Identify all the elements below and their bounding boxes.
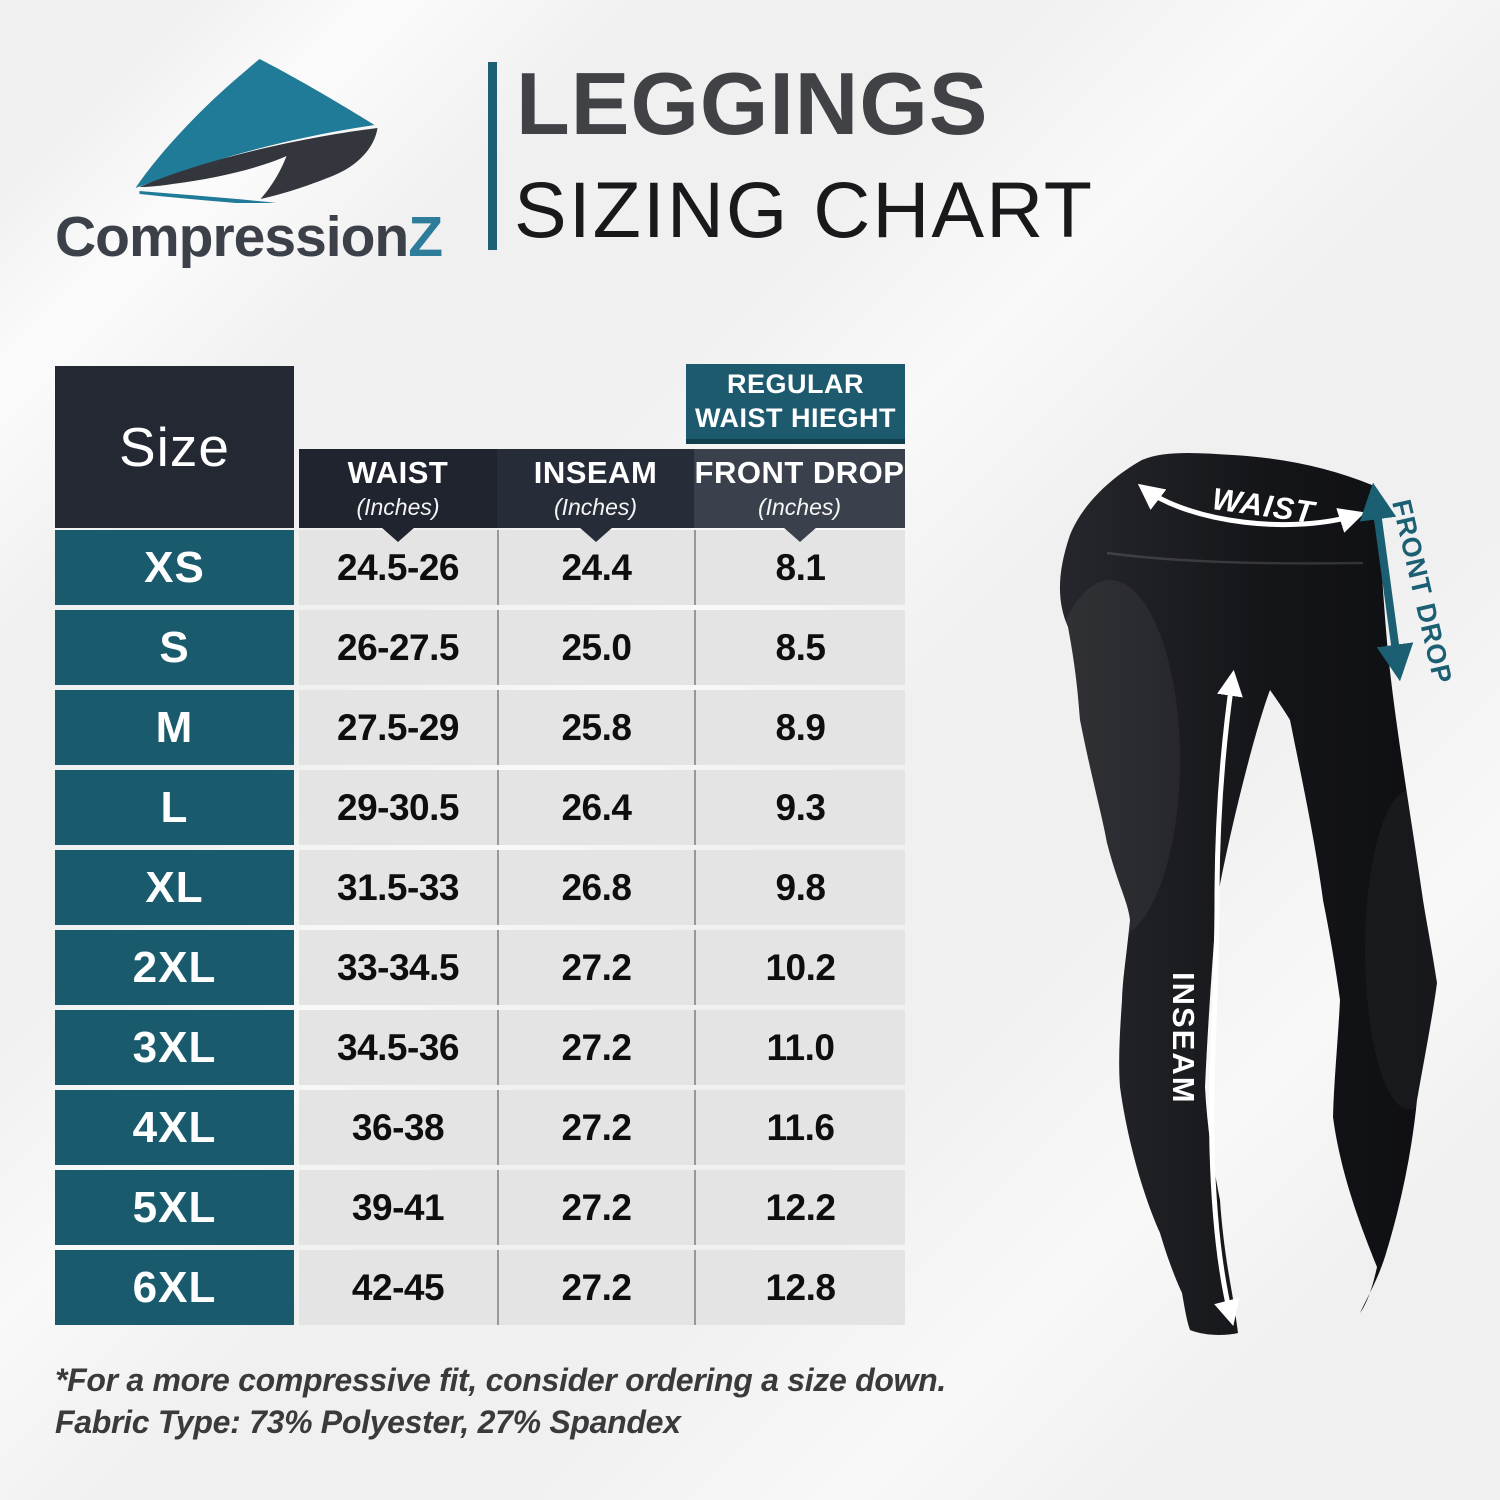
waist-value: 34.5-36: [337, 1026, 460, 1068]
front-drop-header-label: FRONT DROP: [694, 455, 905, 491]
leggings-silhouette: [1059, 452, 1437, 1335]
waist-value: 33-34.5: [337, 946, 460, 988]
brand-name: CompressionZ: [55, 204, 443, 270]
size-cell: 3XL: [55, 1010, 294, 1085]
table-row: 24.5-26 24.4 8.1: [299, 530, 905, 605]
column-header-inseam: INSEAM (Inches): [497, 449, 694, 542]
inseam-header-label: INSEAM: [533, 455, 658, 491]
waist-header-unit: (Inches): [356, 493, 440, 520]
size-cell: L: [55, 770, 294, 845]
inseam-value: 27.2: [497, 1010, 694, 1085]
table-row: 27.5-29 25.8 8.9: [299, 690, 905, 765]
inseam-value: 26.4: [497, 770, 694, 845]
size-cell: XS: [55, 530, 294, 605]
page-title-line2: SIZING CHART: [514, 165, 1094, 254]
size-cell: M: [55, 690, 294, 765]
table-row: 33-34.5 27.2 10.2: [299, 930, 905, 1005]
regular-waist-height-header: REGULAR WAIST HIEGHT: [686, 364, 905, 444]
size-column-header: Size: [55, 366, 294, 528]
brand-name-accent: Z: [408, 205, 443, 269]
inseam-value: 27.2: [497, 930, 694, 1005]
front-drop-value: 11.0: [694, 1010, 905, 1085]
front-drop-value: 8.5: [694, 610, 905, 685]
front-drop-value: 12.8: [694, 1250, 905, 1325]
front-drop-value: 9.3: [694, 770, 905, 845]
size-cell: 5XL: [55, 1170, 294, 1245]
footnote-fabric-type: Fabric Type: 73% Polyester, 27% Spandex: [55, 1404, 681, 1440]
size-cell: 4XL: [55, 1090, 294, 1165]
brand-name-main: Compression: [55, 205, 409, 269]
footnote-compressive-fit: *For a more compressive fit, consider or…: [55, 1362, 946, 1398]
waist-value: 31.5-33: [337, 866, 460, 908]
table-row: 36-38 27.2 11.6: [299, 1090, 905, 1165]
waist-arrow: [1137, 483, 1365, 533]
size-cell: 6XL: [55, 1250, 294, 1325]
inseam-arrow: [1209, 669, 1243, 1327]
inseam-label: INSEAM: [1166, 972, 1201, 1105]
brand-logo-icon: [135, 59, 378, 203]
inseam-value: 25.8: [497, 690, 694, 765]
waist-value: 39-41: [351, 1186, 445, 1228]
table-row: 34.5-36 27.2 11.0: [299, 1010, 905, 1085]
waist-value: 27.5-29: [337, 706, 460, 748]
table-row: 29-30.5 26.4 9.3: [299, 770, 905, 845]
table-row: 42-45 27.2 12.8: [299, 1250, 905, 1325]
front-drop-value: 8.1: [694, 530, 905, 605]
waist-value: 29-30.5: [337, 786, 460, 828]
inseam-value: 27.2: [497, 1250, 694, 1325]
inseam-value: 24.4: [497, 530, 694, 605]
waistband-seam: [1106, 551, 1364, 565]
front-drop-header-unit: (Inches): [757, 493, 842, 520]
inseam-value: 25.0: [497, 610, 694, 685]
waist-value: 26-27.5: [337, 626, 460, 668]
size-cell: S: [55, 610, 294, 685]
table-row: 39-41 27.2 12.2: [299, 1170, 905, 1245]
waist-value: 36-38: [351, 1106, 445, 1148]
table-row: 31.5-33 26.8 9.8: [299, 850, 905, 925]
inseam-header-unit: (Inches): [553, 493, 638, 520]
thigh-highlight: [1365, 790, 1455, 1110]
table-row: 26-27.5 25.0 8.5: [299, 610, 905, 685]
waist-value: 24.5-26: [337, 546, 460, 588]
group-header-line2: WAIST HIEGHT: [695, 402, 896, 433]
inseam-value: 27.2: [497, 1090, 694, 1165]
inseam-value: 27.2: [497, 1170, 694, 1245]
front-drop-value: 8.9: [694, 690, 905, 765]
front-drop-value: 9.8: [694, 850, 905, 925]
front-drop-value: 12.2: [694, 1170, 905, 1245]
group-header-line1: REGULAR: [727, 368, 864, 399]
column-header-waist: WAIST (Inches): [299, 449, 497, 542]
size-cell: XL: [55, 850, 294, 925]
leggings-diagram: WAIST FRONT DROP INSEAM: [1040, 452, 1458, 1335]
front-drop-value: 10.2: [694, 930, 905, 1005]
waist-value: 42-45: [351, 1266, 445, 1308]
front-drop-arrow: [1359, 482, 1414, 682]
title-divider-bar: [488, 62, 497, 250]
column-header-front-drop: FRONT DROP (Inches): [694, 449, 905, 542]
front-drop-value: 11.6: [694, 1090, 905, 1165]
hip-highlight: [1040, 580, 1180, 940]
inseam-value: 26.8: [497, 850, 694, 925]
waist-header-label: WAIST: [347, 455, 449, 491]
size-cell: 2XL: [55, 930, 294, 1005]
page-title-line1: LEGGINGS: [516, 54, 989, 153]
